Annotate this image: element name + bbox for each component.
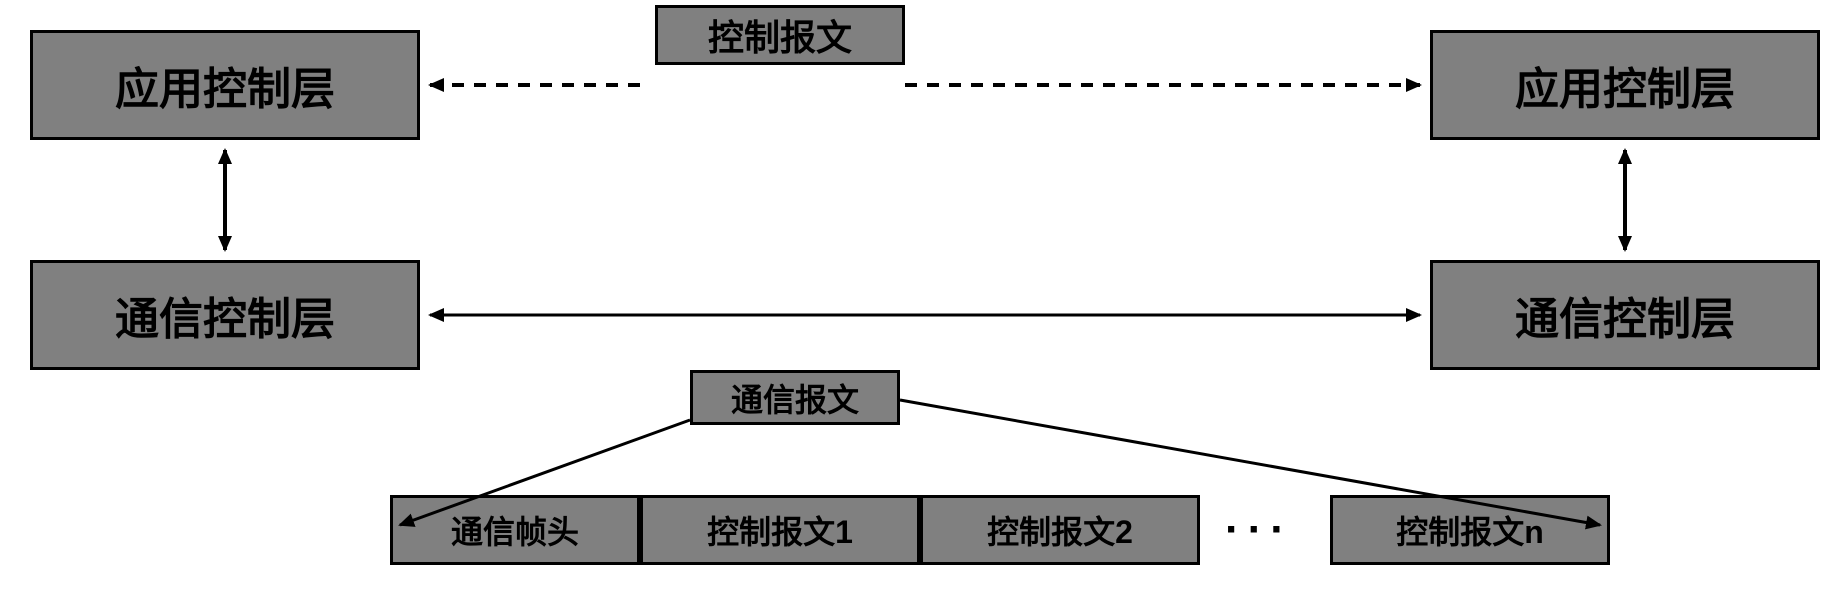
control-message-label: 控制报文 — [708, 9, 852, 61]
app-layer-right-box: 应用控制层 — [1430, 30, 1820, 140]
packet-ctrl1-label: 控制报文1 — [707, 507, 853, 553]
comm-message-label-box: 通信报文 — [690, 370, 900, 425]
comm-layer-right-box: 通信控制层 — [1430, 260, 1820, 370]
comm-message-label: 通信报文 — [731, 375, 859, 421]
control-message-label-box: 控制报文 — [655, 5, 905, 65]
packet-header-box: 通信帧头 — [390, 495, 640, 565]
packet-ellipsis: ··· — [1225, 505, 1293, 555]
packet-ctrl1-box: 控制报文1 — [640, 495, 920, 565]
packet-ctrln-label: 控制报文n — [1396, 507, 1544, 553]
packet-ctrl2-label: 控制报文2 — [987, 507, 1133, 553]
comm-layer-left-label: 通信控制层 — [115, 283, 335, 347]
packet-ctrl2-box: 控制报文2 — [920, 495, 1200, 565]
comm-layer-right-label: 通信控制层 — [1515, 283, 1735, 347]
app-layer-left-label: 应用控制层 — [115, 53, 335, 117]
app-layer-left-box: 应用控制层 — [30, 30, 420, 140]
packet-header-label: 通信帧头 — [451, 507, 579, 553]
comm-layer-left-box: 通信控制层 — [30, 260, 420, 370]
packet-ctrln-box: 控制报文n — [1330, 495, 1610, 565]
app-layer-right-label: 应用控制层 — [1515, 53, 1735, 117]
